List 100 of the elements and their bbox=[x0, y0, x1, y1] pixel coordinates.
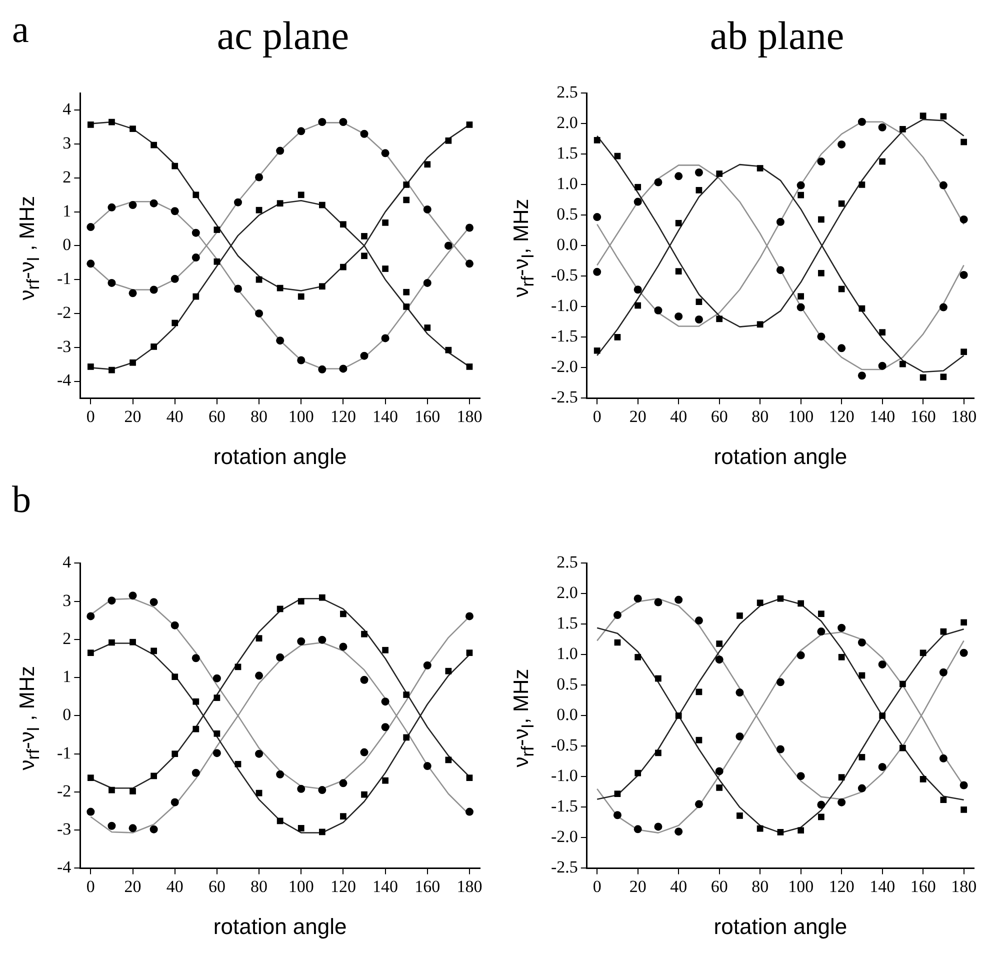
point bbox=[423, 278, 432, 287]
point bbox=[654, 822, 662, 831]
point bbox=[361, 791, 368, 798]
x-tick-label: 0 bbox=[592, 406, 602, 426]
point bbox=[675, 268, 682, 274]
point bbox=[108, 278, 116, 287]
point bbox=[255, 173, 264, 182]
point bbox=[879, 712, 886, 719]
point bbox=[128, 824, 137, 832]
point bbox=[818, 814, 824, 820]
point bbox=[940, 374, 947, 380]
point bbox=[234, 198, 242, 206]
point bbox=[297, 784, 306, 793]
point bbox=[776, 745, 784, 754]
x-tick-label: 0 bbox=[592, 876, 602, 896]
point bbox=[318, 202, 326, 208]
point bbox=[838, 624, 846, 632]
point bbox=[817, 800, 826, 809]
point bbox=[150, 344, 157, 350]
point bbox=[88, 774, 94, 782]
point bbox=[465, 260, 474, 268]
point bbox=[318, 828, 326, 836]
point bbox=[360, 130, 368, 138]
point bbox=[403, 182, 410, 188]
point bbox=[150, 598, 158, 606]
y-tick-label: 1.5 bbox=[556, 144, 578, 163]
point bbox=[403, 288, 410, 296]
point bbox=[655, 675, 662, 682]
point bbox=[634, 302, 642, 309]
point bbox=[960, 348, 967, 356]
x-tick-label: 40 bbox=[670, 876, 688, 896]
point bbox=[256, 276, 262, 283]
point bbox=[756, 600, 764, 606]
point bbox=[838, 140, 846, 148]
point bbox=[716, 784, 723, 791]
point bbox=[192, 228, 200, 237]
y-tick-label: 1.0 bbox=[556, 644, 578, 664]
point bbox=[423, 661, 432, 670]
point bbox=[150, 199, 158, 208]
point bbox=[130, 788, 136, 794]
point bbox=[298, 192, 304, 198]
point bbox=[276, 606, 284, 612]
text: b bbox=[12, 478, 31, 522]
point bbox=[777, 595, 784, 602]
point bbox=[715, 656, 724, 664]
point bbox=[86, 223, 95, 232]
y-tick-label: -1.5 bbox=[550, 326, 578, 346]
point bbox=[817, 628, 826, 636]
point bbox=[817, 332, 826, 341]
point bbox=[150, 825, 158, 834]
point bbox=[593, 268, 602, 276]
point bbox=[256, 635, 262, 642]
y-tick-label: -2 bbox=[56, 302, 72, 322]
point bbox=[340, 813, 346, 820]
point bbox=[382, 266, 388, 272]
point bbox=[340, 264, 346, 270]
point bbox=[212, 749, 221, 758]
point bbox=[170, 207, 179, 216]
x-tick-label: 180 bbox=[456, 406, 482, 426]
x-tick-label: 60 bbox=[208, 876, 226, 896]
chart-title: ac plane bbox=[216, 12, 350, 59]
y-tick-label: 0.0 bbox=[556, 235, 578, 254]
point bbox=[234, 760, 242, 768]
point bbox=[150, 772, 157, 780]
point bbox=[128, 201, 137, 210]
point bbox=[192, 654, 200, 662]
point bbox=[960, 806, 967, 813]
point bbox=[466, 122, 473, 128]
point bbox=[756, 825, 764, 832]
y-tick-label: -0.5 bbox=[550, 736, 578, 755]
point bbox=[276, 818, 284, 824]
point bbox=[214, 226, 220, 233]
point bbox=[960, 781, 968, 790]
point bbox=[466, 650, 473, 656]
point bbox=[879, 158, 886, 165]
y-tick-label: 2 bbox=[62, 167, 72, 186]
point bbox=[634, 825, 642, 834]
x-tick-label: 80 bbox=[752, 406, 769, 426]
point bbox=[108, 596, 116, 605]
y-tick-label: -1.5 bbox=[550, 796, 578, 816]
point bbox=[838, 286, 845, 292]
point bbox=[858, 182, 866, 188]
point bbox=[108, 639, 115, 646]
y-tick-label: -4 bbox=[56, 370, 72, 390]
point bbox=[716, 640, 723, 647]
point bbox=[150, 142, 157, 148]
point bbox=[256, 206, 262, 214]
point bbox=[361, 233, 368, 240]
point bbox=[634, 286, 642, 294]
point bbox=[858, 118, 866, 126]
x-tick-label: 160 bbox=[414, 876, 440, 896]
point bbox=[382, 646, 388, 654]
point bbox=[715, 767, 724, 776]
point bbox=[838, 774, 845, 780]
point bbox=[318, 594, 326, 601]
point bbox=[900, 680, 906, 688]
point bbox=[939, 303, 948, 312]
y-tick-label: 0 bbox=[62, 705, 72, 724]
point bbox=[940, 113, 947, 120]
point bbox=[817, 158, 826, 166]
